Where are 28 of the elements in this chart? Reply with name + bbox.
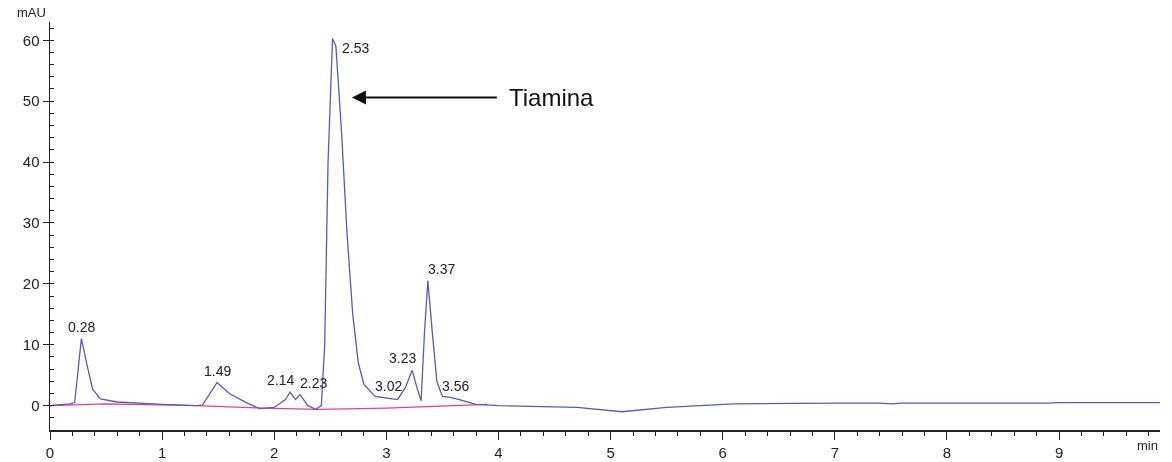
x-tick-label: 6: [718, 443, 727, 461]
y-tick-label: 30: [22, 214, 40, 232]
y-tick-label: 10: [22, 336, 40, 353]
annotation: 3.56: [442, 378, 470, 394]
x-tick-label: 8: [942, 443, 952, 461]
y-tick-label: 60: [22, 31, 40, 49]
y-axis-title: mAU: [17, 5, 46, 20]
annotation: 3.23: [389, 350, 417, 366]
annotation: 2.53: [342, 40, 370, 56]
y-tick-label: 0: [31, 396, 40, 414]
x-axis-title: min: [1137, 438, 1158, 453]
x-tick-label: 9: [1054, 443, 1064, 461]
annotation: Tiamina: [509, 84, 595, 111]
annotation: 0.28: [68, 319, 96, 335]
y-tick-label: 50: [22, 92, 40, 110]
x-tick-label: 2: [270, 443, 279, 461]
annotation: 3.37: [428, 261, 456, 277]
x-tick-label: 7: [830, 443, 840, 461]
annotation: 1.49: [204, 363, 232, 379]
x-tick-label: 4: [494, 443, 503, 461]
annotation: 3.02: [375, 378, 403, 394]
x-tick-label: 5: [606, 443, 615, 461]
annotation: 2.14: [267, 372, 295, 388]
y-tick-label: 20: [22, 275, 40, 293]
x-tick-label: 0: [45, 443, 55, 461]
y-tick-label: 40: [22, 153, 40, 171]
x-tick-label: 3: [382, 443, 391, 461]
x-tick-label: 1: [157, 443, 167, 461]
